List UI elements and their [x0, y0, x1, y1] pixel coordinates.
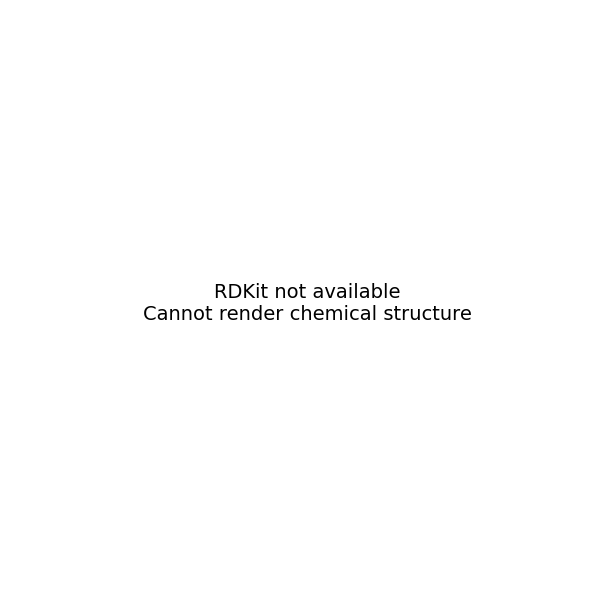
Text: RDKit not available
Cannot render chemical structure: RDKit not available Cannot render chemic… [143, 283, 472, 323]
